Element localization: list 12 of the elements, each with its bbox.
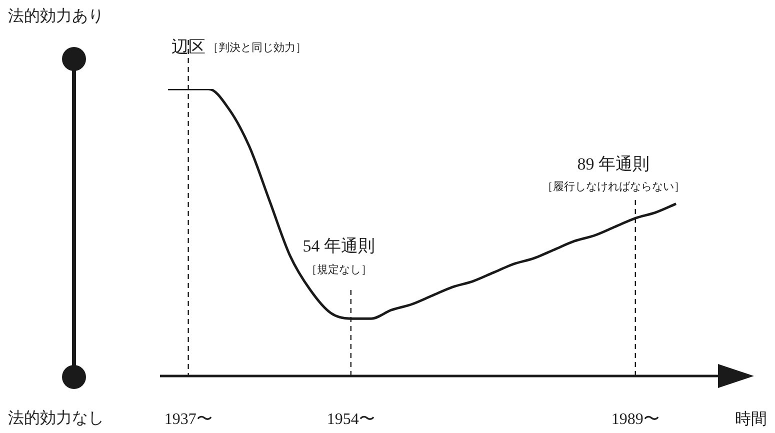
text: 法的効力あり bbox=[8, 6, 104, 27]
annotation: ［規定なし］ bbox=[306, 262, 372, 276]
ref-line-label: 54 年通則 bbox=[302, 236, 376, 256]
ref-line-label: 辺区 bbox=[171, 37, 206, 56]
x-tick-label: 1989〜 bbox=[611, 410, 660, 428]
x-tick-label: 1954〜 bbox=[326, 410, 375, 428]
x-tick-label: 1937〜 bbox=[164, 410, 212, 428]
text: 法的効力なし bbox=[8, 408, 104, 429]
text: ［判決と同じ効力］ bbox=[207, 40, 306, 54]
ref-line-label: 89 年通則 bbox=[577, 154, 650, 174]
x-axis-title: 時間 bbox=[735, 410, 767, 428]
annotation: ［履行しなければならない］ bbox=[542, 180, 685, 193]
